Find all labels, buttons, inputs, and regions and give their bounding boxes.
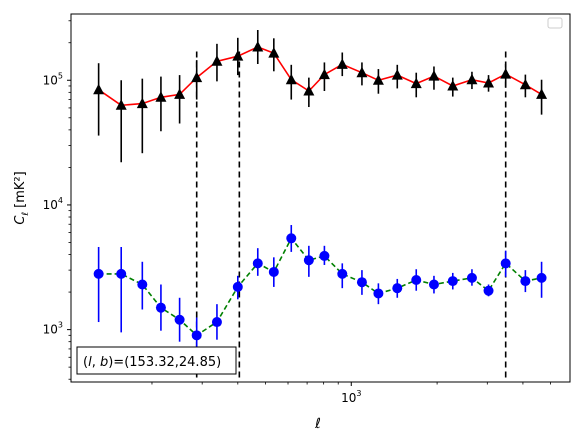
data-point: [318, 68, 330, 80]
data-point: [191, 71, 203, 83]
data-point: [174, 314, 185, 325]
data-point: [268, 47, 280, 58]
y-tick-label: 103: [43, 321, 63, 337]
annotation-box: (l, b)=(153.32,24.85): [76, 346, 237, 375]
svg-text:(l, b)=(153.32,24.85): (l, b)=(153.32,24.85): [83, 355, 221, 370]
series-1: [93, 30, 548, 163]
data-point: [391, 69, 403, 80]
data-point: [268, 266, 279, 277]
data-point: [483, 77, 495, 88]
series-layer: [93, 30, 548, 353]
data-point: [356, 277, 367, 288]
data-point: [136, 97, 148, 109]
data-point: [232, 281, 243, 292]
data-point: [447, 276, 458, 287]
data-point: [483, 285, 494, 296]
data-point: [155, 302, 166, 313]
data-point: [286, 233, 297, 244]
x-axis-label: ℓ: [314, 416, 321, 432]
y-tick-label: 105: [43, 71, 63, 87]
data-point: [428, 279, 439, 290]
data-point: [337, 268, 348, 279]
data-point: [252, 40, 264, 52]
series-2: [93, 225, 547, 353]
data-point: [232, 50, 244, 61]
data-point: [211, 55, 223, 66]
legend-box: [547, 17, 563, 29]
data-point: [319, 250, 330, 261]
data-point: [536, 272, 547, 283]
data-point: [137, 279, 148, 290]
data-point: [211, 317, 222, 328]
data-point: [410, 77, 422, 89]
data-point: [303, 85, 315, 96]
plot-frame: [70, 13, 571, 383]
data-point: [466, 272, 477, 283]
data-point: [500, 258, 511, 269]
data-point: [336, 58, 348, 69]
data-point: [155, 91, 167, 102]
plot-background: [71, 14, 570, 382]
data-point: [285, 73, 297, 85]
y-axis-label: Cℓ[mK²]: [13, 171, 31, 224]
data-point: [116, 268, 127, 279]
data-point: [373, 288, 384, 299]
data-point: [392, 283, 403, 294]
data-point: [174, 88, 186, 99]
data-point: [447, 79, 459, 91]
axis-ticks: 103 104 105 103: [43, 20, 551, 405]
data-point: [372, 74, 384, 85]
data-point: [191, 330, 202, 341]
data-point: [536, 88, 548, 99]
data-point: [93, 268, 104, 279]
y-tick-label: 104: [43, 196, 63, 212]
data-point: [411, 274, 422, 285]
data-point: [303, 255, 314, 266]
data-point: [500, 68, 512, 79]
data-point: [428, 70, 440, 81]
data-point: [520, 276, 531, 287]
data-point: [356, 66, 368, 78]
data-point: [115, 99, 127, 110]
data-point: [252, 258, 263, 269]
x-tick-label: 103: [341, 389, 361, 405]
data-point: [466, 73, 478, 85]
data-point: [93, 83, 105, 95]
data-point: [519, 78, 531, 90]
